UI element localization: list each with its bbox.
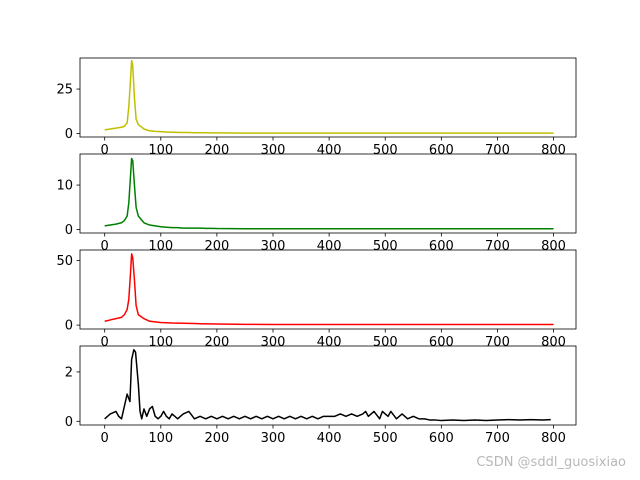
x-tick-label-4-7: 700 — [485, 431, 510, 446]
series-line-2 — [104, 157, 554, 230]
x-tick-label-4-0: 0 — [101, 431, 109, 446]
x-tick-label-2-6: 600 — [429, 239, 454, 254]
series-line-4 — [104, 348, 551, 422]
x-tick-label-3-5: 500 — [373, 335, 398, 350]
axes-frame-3 — [79, 249, 577, 330]
y-tick-label-4-0: 0 — [65, 415, 73, 430]
y-tick-label-2-1: 10 — [56, 179, 73, 194]
series-line-1 — [104, 59, 554, 134]
x-tick-label-1-1: 100 — [148, 143, 173, 158]
y-tick-label-2-0: 0 — [65, 223, 73, 238]
x-tick-label-4-8: 800 — [541, 431, 566, 446]
series-line-3 — [104, 253, 554, 326]
x-tick-label-3-4: 400 — [317, 335, 342, 350]
x-tick-label-4-6: 600 — [429, 431, 454, 446]
y-tick-label-1-0: 0 — [65, 127, 73, 142]
x-tick-label-4-4: 400 — [317, 431, 342, 446]
y-tick-label-4-1: 2 — [65, 365, 73, 380]
x-tick-label-1-3: 300 — [261, 143, 286, 158]
x-tick-label-2-0: 0 — [101, 239, 109, 254]
x-tick-label-4-2: 200 — [204, 431, 229, 446]
axes-frame-2 — [79, 153, 577, 234]
x-tick-label-1-4: 400 — [317, 143, 342, 158]
x-tick-label-2-8: 800 — [541, 239, 566, 254]
x-tick-label-3-3: 300 — [261, 335, 286, 350]
subplot-4: 0 100 200 300 400 500 600 700 800 0 2 — [65, 345, 577, 446]
x-tick-label-2-4: 400 — [317, 239, 342, 254]
axes-frame-4 — [79, 345, 577, 426]
x-tick-label-4-1: 100 — [148, 431, 173, 446]
subplot-1: 0 100 200 300 400 500 600 700 800 0 25 — [56, 57, 577, 158]
x-tick-label-3-0: 0 — [101, 335, 109, 350]
y-tick-label-3-0: 0 — [65, 319, 73, 334]
subplot-2: 0 100 200 300 400 500 600 700 800 0 10 — [56, 153, 577, 254]
x-tick-label-2-1: 100 — [148, 239, 173, 254]
axes-frame-1 — [79, 57, 577, 138]
x-tick-label-4-5: 500 — [373, 431, 398, 446]
watermark: CSDN @sddl_guosixiao — [476, 455, 626, 470]
x-tick-label-2-7: 700 — [485, 239, 510, 254]
x-tick-label-3-2: 200 — [204, 335, 229, 350]
subplot-3: 0 100 200 300 400 500 600 700 800 0 50 — [56, 249, 577, 350]
x-tick-label-1-0: 0 — [101, 143, 109, 158]
x-tick-label-1-8: 800 — [541, 143, 566, 158]
x-tick-label-1-2: 200 — [204, 143, 229, 158]
x-tick-label-2-3: 300 — [261, 239, 286, 254]
x-tick-label-3-8: 800 — [541, 335, 566, 350]
x-tick-label-3-1: 100 — [148, 335, 173, 350]
x-tick-label-3-7: 700 — [485, 335, 510, 350]
x-tick-label-1-7: 700 — [485, 143, 510, 158]
x-tick-label-2-2: 200 — [204, 239, 229, 254]
x-tick-label-1-5: 500 — [373, 143, 398, 158]
x-tick-label-2-5: 500 — [373, 239, 398, 254]
x-tick-label-1-6: 600 — [429, 143, 454, 158]
y-tick-label-1-1: 25 — [56, 83, 73, 98]
x-tick-label-3-6: 600 — [429, 335, 454, 350]
y-tick-label-3-1: 50 — [56, 254, 73, 269]
x-tick-label-4-3: 300 — [261, 431, 286, 446]
